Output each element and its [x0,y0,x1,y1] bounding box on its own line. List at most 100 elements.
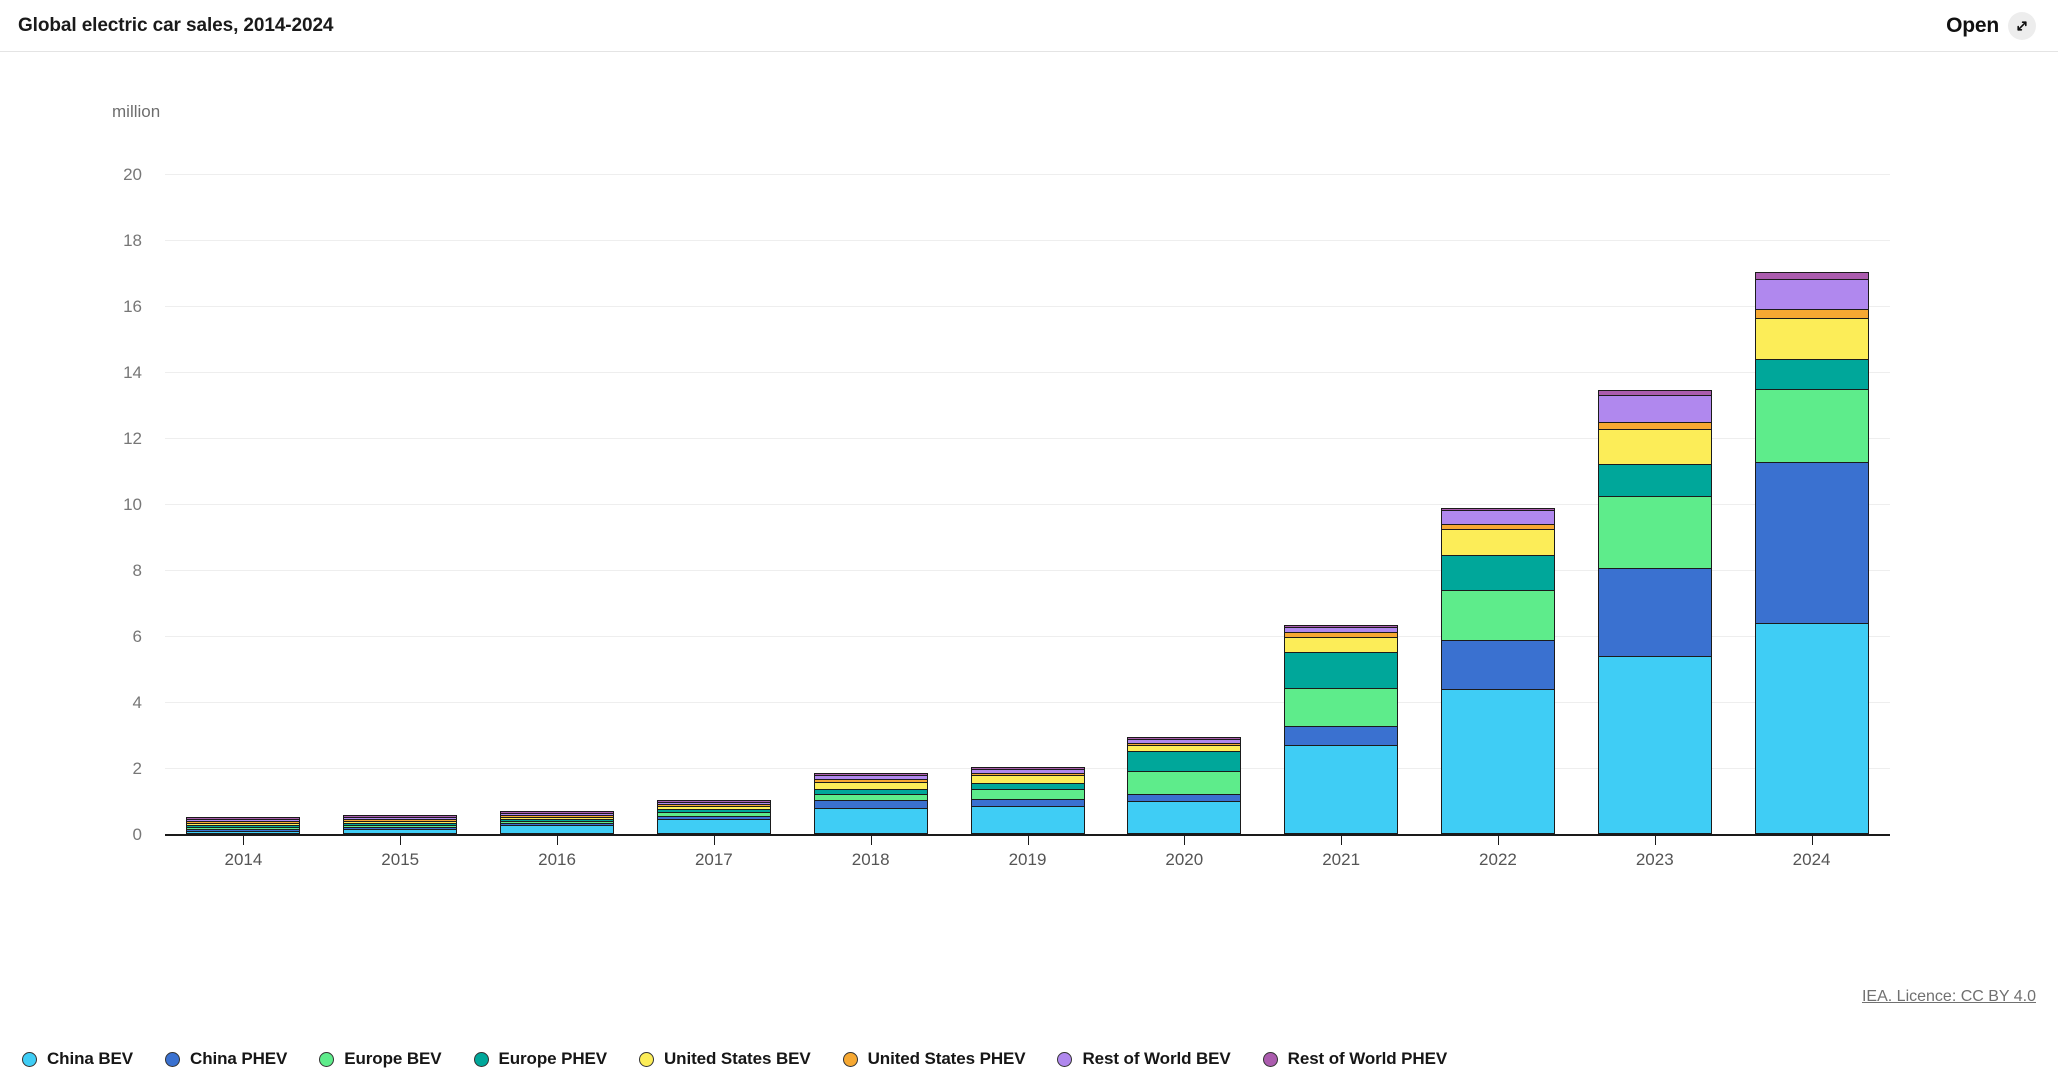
bar-segment[interactable] [1127,801,1241,834]
bar-group[interactable] [1441,507,1555,834]
legend-item[interactable]: United States PHEV [842,1049,1026,1069]
legend-item-label: China BEV [47,1049,134,1068]
bar-segment[interactable] [1755,622,1869,834]
bar-segment[interactable] [1598,496,1712,569]
bar-segment[interactable] [1755,462,1869,624]
x-axis-tick-label: 2020 [1165,850,1204,869]
y-axis-tick-label: 18 [123,231,142,250]
bar-segment[interactable] [657,818,771,834]
x-axis-tick-mark [1184,836,1185,845]
bar-group[interactable] [1598,389,1712,834]
legend-item-label: Rest of World PHEV [1287,1049,1448,1068]
y-axis-tick-label: 10 [123,495,142,514]
bar-segment[interactable] [186,831,300,834]
y-axis-tick-label: 12 [123,429,142,448]
legend-swatch-icon [22,1051,37,1067]
bar-segment[interactable] [1598,567,1712,657]
legend-swatch-icon [319,1051,335,1067]
legend-item[interactable]: China PHEV [165,1049,287,1069]
x-axis-tick-label: 2021 [1322,850,1361,869]
bar-group[interactable] [500,811,614,834]
bar-segment[interactable] [1755,388,1869,464]
legend-item[interactable]: United States BEV [639,1049,811,1069]
bar-segment[interactable] [1284,636,1398,654]
legend-swatch-icon [639,1051,654,1067]
bar-segment[interactable] [1755,318,1869,360]
bar-segment[interactable] [500,825,614,834]
bar-segment[interactable] [1598,464,1712,498]
legend-swatch-icon [1262,1051,1278,1067]
bar-segment[interactable] [1441,590,1555,642]
legend-swatch-icon [165,1051,181,1067]
x-axis-tick-mark [1028,836,1029,845]
y-axis-tick-label: 2 [132,759,142,778]
bar-segment[interactable] [1441,554,1555,592]
legend-swatch-icon [842,1051,858,1067]
bar-segment[interactable] [1127,770,1241,795]
legend-item[interactable]: Rest of World BEV [1057,1049,1231,1069]
gridline [165,306,1890,307]
gridline [165,372,1890,373]
x-axis-tick-mark [1341,836,1342,845]
chart-header: Global electric car sales, 2014-2024 Ope… [0,0,2058,52]
legend-item[interactable]: Europe BEV [319,1049,442,1069]
bar-group[interactable] [814,773,928,834]
bar-segment[interactable] [1441,640,1555,690]
y-axis-unit-label: million [112,102,161,121]
bar-segment[interactable] [1598,655,1712,834]
chart-plot-area: million 20 18 16 14 12 10 8 6 4 2 0 2014 2015 2016 201… [0,52,2058,992]
open-button[interactable]: Open [1946,11,2036,40]
bar-segment[interactable] [814,807,928,834]
bar-group[interactable] [657,800,771,834]
x-axis-tick-label: 2015 [381,850,420,869]
bar-segment[interactable] [971,805,1085,834]
bar-group[interactable] [1127,737,1241,834]
gridline [165,636,1890,637]
bar-segment[interactable] [1284,652,1398,689]
legend-item-label: China PHEV [190,1049,288,1068]
bar-segment[interactable] [1441,688,1555,834]
bar-segment[interactable] [1284,726,1398,746]
legend-swatch-icon [1057,1051,1073,1067]
bar-segment[interactable] [1441,529,1555,556]
x-axis-tick-mark [1812,836,1813,845]
legend-item-label: Rest of World BEV [1082,1049,1231,1068]
bar-segment[interactable] [1598,428,1712,466]
bar-group[interactable] [186,817,300,834]
x-axis-tick-label: 2018 [851,850,890,869]
bar-segment[interactable] [1284,687,1398,728]
bar-group[interactable] [343,815,457,834]
bar-group[interactable] [1284,624,1398,834]
legend-item[interactable]: China BEV [22,1049,133,1069]
x-axis-tick-label: 2022 [1479,850,1517,869]
gridline [165,438,1890,439]
bar-group[interactable] [1755,271,1869,834]
x-axis-tick-label: 2023 [1635,850,1674,869]
legend-item[interactable]: Europe PHEV [473,1049,608,1069]
page-title: Global electric car sales, 2014-2024 [18,14,334,36]
bar-segment[interactable] [1755,279,1869,311]
bar-segment[interactable] [1284,744,1398,834]
bar-segment[interactable] [343,829,457,834]
legend-item-label: Europe PHEV [498,1049,608,1068]
bar-segment[interactable] [1755,358,1869,390]
x-axis-tick-label: 2019 [1008,850,1047,869]
x-axis-line [165,834,1890,836]
legend-item-label: United States PHEV [867,1049,1026,1068]
y-axis-tick-label: 20 [123,165,142,184]
x-axis-tick-mark [871,836,872,845]
x-axis-tick-label: 2014 [224,850,263,869]
gridline [165,504,1890,505]
gridline [165,570,1890,571]
bar-segment[interactable] [1441,510,1555,526]
x-axis-tick-label: 2016 [538,850,576,869]
legend-item-label: Europe BEV [344,1049,442,1068]
x-axis-tick-mark [1655,836,1656,845]
bar-group[interactable] [971,766,1085,834]
licence-link[interactable]: IEA. Licence: CC BY 4.0 [1861,988,2036,1005]
legend-item[interactable]: Rest of World PHEV [1262,1049,1448,1069]
y-axis-tick-label: 14 [123,363,142,382]
bar-segment[interactable] [1598,394,1712,423]
bar-segment[interactable] [1127,751,1241,772]
